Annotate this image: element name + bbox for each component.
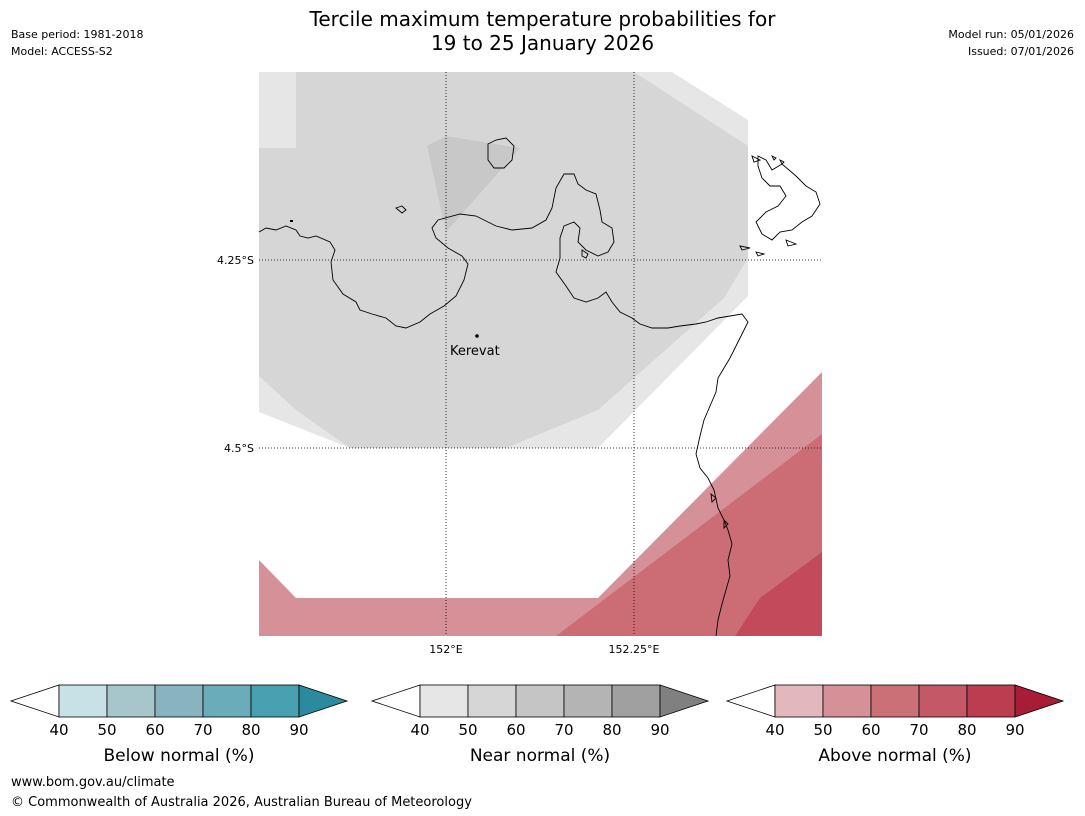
coastline-islet-inlet — [581, 249, 589, 259]
colorbar-above-tick-50: 50 — [813, 721, 832, 739]
colorbar-near-extend-low — [370, 684, 421, 718]
colorbar-near-tick-70: 70 — [554, 721, 573, 739]
colorbar-above-tick-70: 70 — [909, 721, 928, 739]
chart-title: Tercile maximum temperature probabilitie… — [0, 7, 1085, 55]
colorbar-below-tick-70: 70 — [193, 721, 212, 739]
coastline-islet-small — [395, 205, 407, 214]
map-shading — [259, 72, 822, 636]
colorbar-near-band-5 — [611, 684, 661, 718]
coastline-east-islet-f — [778, 158, 785, 165]
colorbar-near-band-3 — [515, 684, 565, 718]
coastline-islet-north — [487, 137, 515, 169]
colorbar-above-band-3 — [870, 684, 920, 718]
colorbar-below-tick-50: 50 — [97, 721, 116, 739]
kerevat-label: Kerevat — [450, 344, 500, 359]
probability-map: Kerevat 4.25°S 4.5°S 152°E 152.25°E — [217, 72, 822, 656]
lat-label-4-5s: 4.5°S — [224, 442, 254, 455]
colorbar-above-tick-80: 80 — [957, 721, 976, 739]
model-text: Model: ACCESS-S2 — [11, 45, 113, 58]
above-normal-60-70-region — [556, 434, 822, 636]
near-normal-60-70-region — [427, 136, 520, 232]
lon-label-152e: 152°E — [429, 643, 462, 656]
colorbar-below-label: Below normal (%) — [104, 746, 255, 766]
coastline-east-islet-d — [751, 155, 762, 163]
colorbar-below-band-3 — [154, 684, 204, 718]
colorbar-below-tick-60: 60 — [145, 721, 164, 739]
coastline-east-islet-e — [770, 154, 777, 161]
colorbar-below-band-5 — [250, 684, 300, 718]
coastline-east-islet-a — [739, 245, 751, 251]
footer-copyright: © Commonwealth of Australia 2026, Austra… — [11, 795, 472, 810]
colorbar-above-tick-60: 60 — [861, 721, 880, 739]
colorbar-above-tick-90: 90 — [1005, 721, 1024, 739]
colorbar-above-tick-40: 40 — [765, 721, 784, 739]
colorbar-below-extend-low — [9, 684, 60, 718]
colorbar-above-label: Above normal (%) — [818, 746, 971, 766]
title-line-2: 19 to 25 January 2026 — [430, 31, 655, 55]
colorbar-below-band-1 — [58, 684, 108, 718]
colorbar-above-band-2 — [822, 684, 872, 718]
colorbar-above-band-4 — [918, 684, 968, 718]
colorbar-near-tick-50: 50 — [458, 721, 477, 739]
above-normal-70-80-region — [735, 552, 822, 636]
lon-label-152-25e: 152.25°E — [609, 643, 660, 656]
coastline-east-islet-c — [785, 239, 798, 247]
colorbar-below-normal: 40 50 60 70 80 90 Below normal (%) — [9, 684, 349, 766]
model-run-text: Model run: 05/01/2026 — [948, 28, 1074, 41]
coastline-east-islands — [755, 155, 821, 241]
colorbar-above-extend-low — [725, 684, 776, 718]
colorbar-below-band-4 — [202, 684, 252, 718]
coastline — [258, 137, 821, 637]
footer-url[interactable]: www.bom.gov.au/climate — [11, 775, 175, 790]
colorbar-near-normal: 40 50 60 70 80 90 Near normal (%) — [370, 684, 710, 766]
island-dot — [290, 220, 293, 222]
colorbar-near-label: Near normal (%) — [470, 746, 610, 766]
colorbar-near-tick-80: 80 — [602, 721, 621, 739]
colorbar-near-tick-60: 60 — [506, 721, 525, 739]
kerevat-marker — [475, 334, 479, 338]
colorbar-near-band-4 — [563, 684, 613, 718]
colorbar-below-band-2 — [106, 684, 156, 718]
colorbar-above-extend-high — [1014, 684, 1065, 718]
coastline-islet-south-a — [710, 492, 717, 503]
gridlines — [259, 72, 822, 636]
colorbar-below-tick-40: 40 — [49, 721, 68, 739]
colorbar-below-tick-90: 90 — [289, 721, 308, 739]
near-normal-50-60-region — [259, 72, 748, 448]
colorbar-near-tick-40: 40 — [410, 721, 429, 739]
colorbar-above-band-1 — [774, 684, 824, 718]
meta-right: Model run: 05/01/2026 Issued: 07/01/2026 — [948, 26, 1074, 60]
colorbar-near-band-2 — [467, 684, 517, 718]
coastline-islet-south-b — [723, 518, 729, 530]
colorbar-below-tick-80: 80 — [241, 721, 260, 739]
title-line-1: Tercile maximum temperature probabilitie… — [309, 7, 776, 31]
coastline-east-islet-b — [755, 251, 766, 257]
lat-label-4-25s: 4.25°S — [217, 254, 254, 267]
colorbar-near-tick-90: 90 — [650, 721, 669, 739]
colorbar-above-band-5 — [966, 684, 1016, 718]
issued-text: Issued: 07/01/2026 — [967, 45, 1074, 58]
colorbar-near-extend-high — [659, 684, 710, 718]
coastline-north-coast — [258, 173, 749, 637]
colorbar-below-extend-high — [298, 684, 349, 718]
meta-left: Base period: 1981-2018 Model: ACCESS-S2 — [11, 26, 143, 60]
colorbar-above-normal: 40 50 60 70 80 90 Above normal (%) — [725, 684, 1065, 766]
colorbar-near-band-1 — [419, 684, 469, 718]
base-period-text: Base period: 1981-2018 — [11, 28, 144, 41]
